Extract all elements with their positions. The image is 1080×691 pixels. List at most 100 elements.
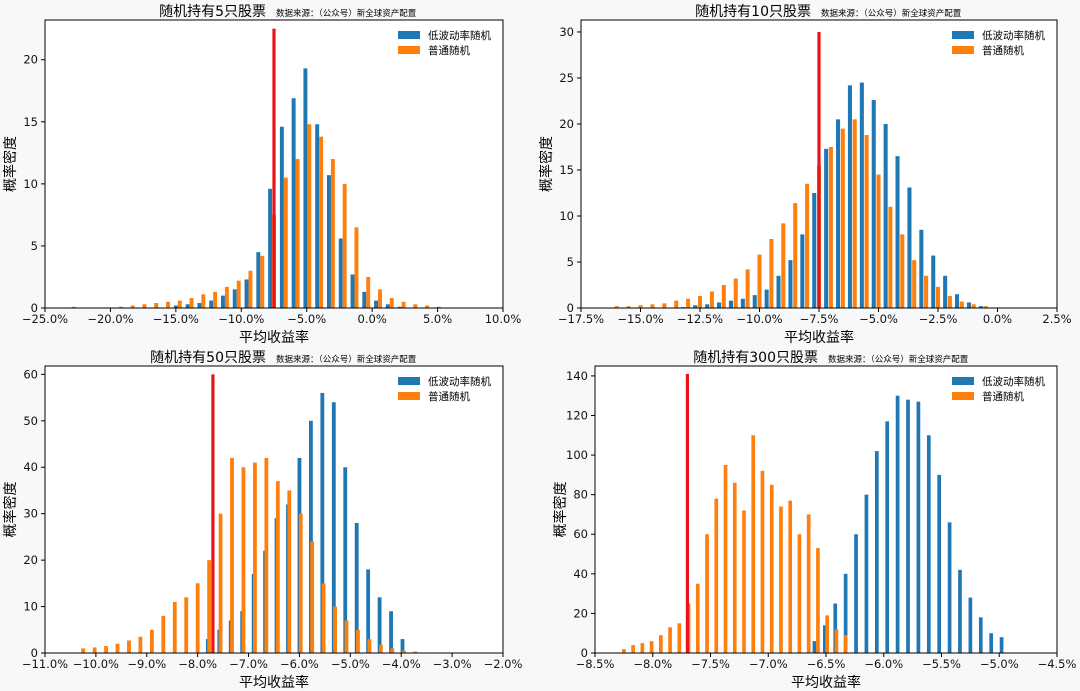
y-tick-label: 50: [23, 414, 38, 428]
histogram-bar: [185, 304, 190, 308]
histogram-bar: [843, 635, 848, 653]
histogram-bar: [885, 421, 890, 653]
histogram-bar: [864, 494, 869, 653]
histogram-bar: [812, 641, 817, 653]
histogram-bar: [968, 597, 973, 653]
histogram-bar: [283, 177, 288, 308]
x-axis-label: 平均收益率: [784, 329, 854, 346]
histogram-bar: [717, 302, 722, 308]
histogram-bar: [253, 462, 257, 653]
histogram-bar: [390, 648, 395, 653]
histogram-bar: [389, 298, 394, 308]
y-tick-label: 0: [31, 301, 38, 315]
legend-label: 低波动率随机: [982, 29, 1045, 42]
histogram-bar: [197, 303, 202, 308]
x-tick-label: −8.5%: [576, 657, 615, 671]
x-tick-label: −20.0%: [87, 312, 133, 326]
histogram-bar: [733, 278, 738, 308]
plot-frame: [44, 19, 504, 309]
histogram-bar: [330, 159, 335, 308]
histogram-bar: [937, 474, 942, 653]
histogram-bar: [118, 306, 123, 308]
histogram-bar: [752, 295, 757, 308]
histogram-bar: [631, 645, 635, 653]
histogram-bar: [275, 481, 280, 653]
histogram-bar: [172, 601, 177, 653]
histogram-bar: [350, 274, 355, 308]
histogram-bar: [764, 289, 769, 308]
histogram-bar: [308, 420, 313, 653]
histogram-bar: [640, 643, 645, 653]
x-tick-label: 0.0%: [983, 312, 1012, 326]
x-tick-label: −15.0%: [617, 312, 663, 326]
data-source-note: 数据来源：（公众号）新全球资产配置: [821, 8, 962, 19]
histogram-bar: [742, 510, 746, 653]
histogram-bar: [626, 306, 631, 308]
histogram-bar: [400, 639, 405, 653]
histogram-bar: [912, 260, 917, 308]
plot-frame: [44, 365, 504, 654]
histogram-bar: [978, 306, 983, 308]
histogram-bar: [658, 635, 663, 653]
histogram-bar: [805, 183, 810, 308]
histogram-bar: [714, 498, 719, 653]
histogram-bar: [374, 300, 379, 308]
histogram-bar: [806, 514, 811, 653]
histogram-bar: [895, 395, 900, 653]
legend-label: 低波动率随机: [428, 29, 491, 42]
histogram-bar: [935, 286, 941, 308]
histogram-bar: [906, 399, 910, 653]
histogram-bar: [788, 500, 793, 653]
x-axis-label: 平均收益率: [791, 674, 861, 691]
histogram-bar: [732, 482, 737, 653]
histogram-bar: [800, 234, 805, 308]
histogram-bar: [943, 275, 948, 308]
legend-label: 普通随机: [982, 44, 1024, 57]
histogram-bar: [154, 303, 159, 308]
x-tick-label: −12.5%: [677, 312, 723, 326]
y-tick-label: 100: [566, 448, 588, 462]
y-tick-label: 15: [559, 163, 574, 177]
histogram-bar: [166, 301, 170, 308]
y-tick-label: 120: [566, 408, 588, 422]
histogram-bar: [824, 148, 829, 308]
histogram-bar: [638, 305, 643, 308]
histogram-bar: [413, 304, 418, 308]
x-tick-label: −7.5%: [691, 657, 730, 671]
x-tick-label: −5.5%: [922, 657, 961, 671]
y-tick-label: 20: [23, 53, 38, 67]
histogram-bar: [983, 306, 988, 308]
histogram-bar: [883, 123, 888, 308]
legend-swatch: [398, 377, 420, 385]
benchmark-line: [272, 28, 276, 308]
histogram-bar: [356, 629, 360, 653]
histogram-bar: [757, 254, 762, 308]
x-tick-label: −6.5%: [807, 657, 846, 671]
histogram-bar: [342, 183, 347, 308]
histogram-bar: [307, 124, 312, 308]
histogram-bar: [947, 296, 952, 308]
histogram-bar: [184, 597, 189, 653]
histogram-bar: [413, 651, 418, 653]
x-tick-label: −2.5%: [919, 312, 958, 326]
plot-area: [45, 366, 503, 653]
y-tick-label: 30: [559, 25, 574, 39]
histogram-bar: [847, 85, 852, 308]
histogram-bar: [836, 119, 841, 309]
histogram-bar: [138, 636, 143, 653]
histogram-bar: [852, 119, 857, 309]
histogram-bar: [378, 289, 382, 308]
histogram-bar: [236, 280, 241, 308]
histogram-bar: [230, 457, 234, 653]
histogram-bar: [389, 611, 393, 653]
histogram-bar: [745, 269, 750, 308]
histogram-bar: [926, 435, 931, 653]
histogram-bar: [207, 560, 212, 653]
data-source-note: 数据来源：（公众号）新全球资产配置: [276, 354, 417, 365]
y-tick-label: 30: [23, 507, 38, 521]
histogram-bar: [834, 629, 839, 653]
histogram-bar: [401, 650, 406, 653]
